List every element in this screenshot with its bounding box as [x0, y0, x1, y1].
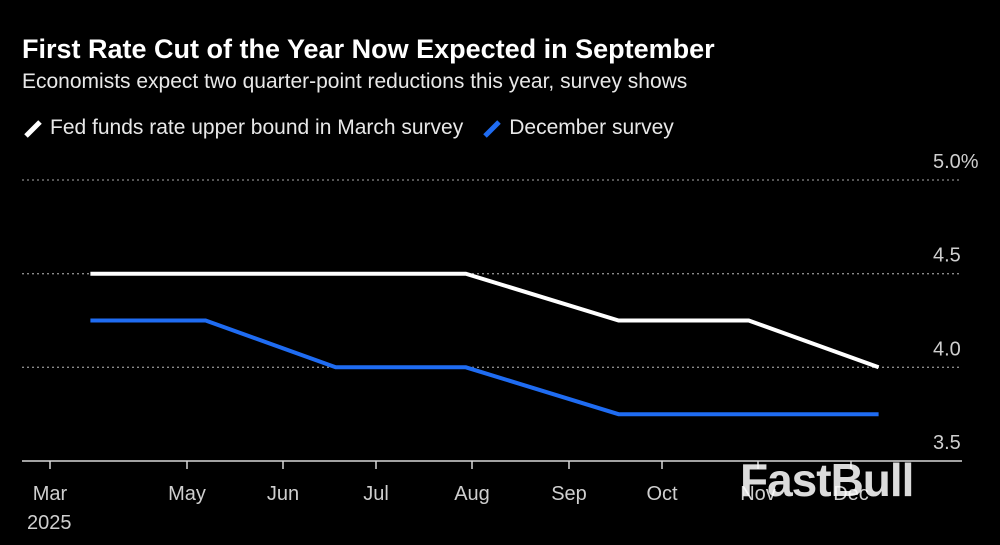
chart-title: First Rate Cut of the Year Now Expected … — [22, 34, 715, 64]
x-tick-label: Sep — [551, 483, 587, 505]
x-tick-label: Jun — [267, 483, 299, 505]
legend-label-march: Fed funds rate upper bound in March surv… — [50, 116, 464, 139]
x-tick-label: Aug — [454, 483, 490, 505]
x-tick-label: May — [168, 483, 206, 505]
legend-swatch-march — [24, 120, 42, 138]
y-tick-label: 3.5 — [933, 432, 961, 454]
legend-swatch-december — [483, 120, 502, 138]
legend: Fed funds rate upper bound in March surv… — [22, 114, 692, 142]
y-tick-label: 4.0 — [933, 338, 961, 360]
legend-item-march-survey: Fed funds rate upper bound in March surv… — [22, 116, 463, 140]
x-tick-label: Oct — [646, 483, 678, 505]
chart-subtitle: Economists expect two quarter-point redu… — [22, 70, 688, 93]
x-tick-label: Mar — [33, 483, 68, 505]
x-tick-label: Nov — [740, 483, 776, 505]
x-year-label: 2025 — [27, 512, 72, 534]
x-tick-label: Jul — [363, 483, 389, 505]
y-tick-label: 4.5 — [933, 245, 961, 267]
y-tick-label: 5.0% — [933, 151, 979, 173]
x-tick-label: Dec — [833, 483, 869, 505]
watermark-logo: FastBull — [740, 454, 914, 506]
series-line-december-survey — [90, 318, 879, 417]
legend-label-december: December survey — [509, 116, 674, 139]
legend-item-december-survey: December survey — [481, 116, 674, 140]
